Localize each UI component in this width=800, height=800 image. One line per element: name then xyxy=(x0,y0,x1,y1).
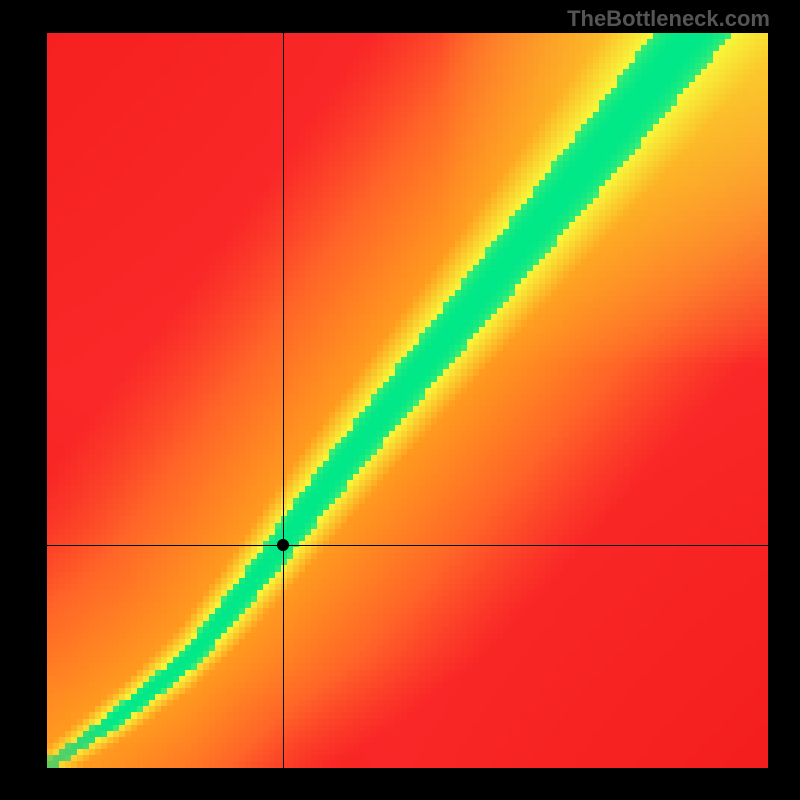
crosshair-vertical xyxy=(283,33,284,768)
chart-container: TheBottleneck.com xyxy=(0,0,800,800)
watermark-text: TheBottleneck.com xyxy=(567,6,770,32)
crosshair-horizontal xyxy=(47,545,768,546)
bottleneck-heatmap xyxy=(47,33,768,768)
selected-point-marker xyxy=(277,539,289,551)
